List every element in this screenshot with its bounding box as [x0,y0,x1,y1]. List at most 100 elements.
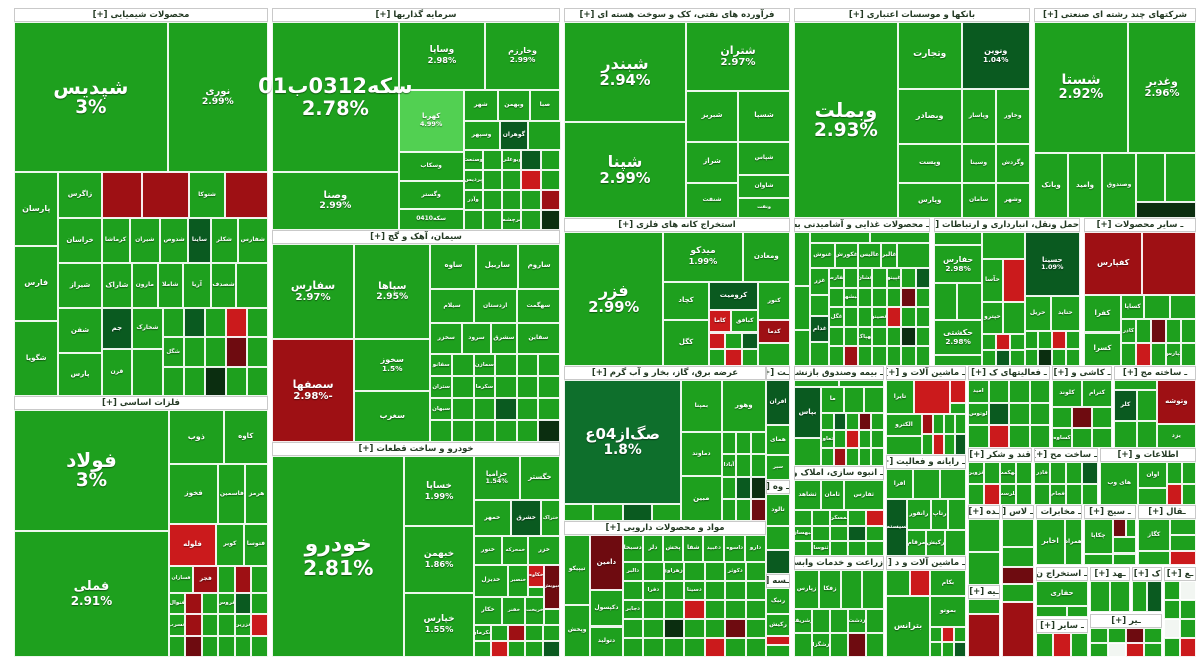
stock-tile[interactable] [521,189,541,210]
stock-tile[interactable]: وتجارت [897,22,962,89]
stock-tile[interactable]: کویر [215,523,244,566]
stock-tile[interactable] [944,413,955,435]
stock-tile[interactable]: خپویش [544,564,560,609]
sector-header[interactable]: ک [+] [1132,567,1162,581]
stock-tile[interactable]: داسوه [724,535,746,562]
stock-tile[interactable]: حپترو [982,301,1003,334]
stock-tile[interactable]: فزرین [234,614,252,636]
stock-tile[interactable] [1180,619,1196,638]
stock-tile[interactable] [1169,551,1196,565]
stock-tile[interactable] [502,169,522,190]
stock-tile[interactable] [542,640,560,657]
stock-tile[interactable]: وسینا [961,143,996,183]
stock-tile[interactable] [794,329,811,366]
stock-tile[interactable] [886,307,902,327]
stock-tile[interactable]: کاما [708,309,732,333]
stock-tile[interactable] [1002,519,1034,547]
stock-tile[interactable] [1180,600,1196,619]
stock-tile[interactable]: دزهراوی [663,561,685,581]
stock-tile[interactable]: پردیس [463,169,483,190]
stock-tile[interactable]: دسینا [684,580,705,600]
stock-tile[interactable] [794,232,811,286]
stock-tile[interactable] [751,432,766,455]
stock-tile[interactable]: وامید [1068,153,1103,218]
stock-tile[interactable] [1009,402,1030,426]
stock-tile[interactable]: شراز [686,141,738,183]
sector-header[interactable]: حمل ونقل، انبارداری و ارتباطات [+] [934,218,1080,232]
stock-tile[interactable]: وتوشه [1156,380,1196,425]
stock-tile[interactable]: خمحرکه [502,536,529,565]
stock-tile[interactable] [1108,642,1126,657]
stock-tile[interactable] [1167,462,1182,484]
stock-tile[interactable] [663,618,685,638]
stock-tile[interactable]: کگاز [1138,519,1170,552]
stock-tile[interactable]: خشرق [511,500,542,537]
stock-tile[interactable]: رتاپ [930,499,949,530]
stock-tile[interactable]: آریا [182,263,211,309]
stock-tile[interactable] [833,430,847,449]
stock-tile[interactable] [1150,319,1166,343]
stock-tile[interactable] [725,349,742,366]
stock-tile[interactable] [1135,342,1151,366]
stock-tile[interactable] [1090,628,1108,643]
stock-tile[interactable]: ستران [430,375,452,398]
stock-tile[interactable] [540,209,560,230]
stock-tile[interactable] [866,525,884,541]
stock-tile[interactable] [473,419,496,442]
stock-tile[interactable]: سرود [462,323,491,354]
stock-tile[interactable] [1034,483,1050,505]
stock-tile[interactable] [843,307,859,327]
stock-tile[interactable] [1029,402,1050,426]
stock-tile[interactable] [643,599,664,619]
stock-tile[interactable] [516,419,539,442]
stock-tile[interactable]: کساوه [1052,427,1072,448]
stock-tile[interactable] [766,644,790,657]
stock-tile[interactable] [246,366,268,396]
stock-tile[interactable]: دکپسول [590,589,623,627]
stock-tile[interactable]: شیراز [58,263,102,309]
stock-tile[interactable]: غگل [829,307,844,327]
stock-tile[interactable] [872,268,887,288]
stock-tile[interactable] [915,268,930,288]
stock-tile[interactable] [915,307,930,327]
stock-tile[interactable] [996,349,1011,366]
stock-tile[interactable] [858,307,873,327]
stock-tile[interactable] [1066,348,1080,366]
stock-tile[interactable]: غزر [810,268,830,295]
stock-tile[interactable]: خکاوه [528,564,545,587]
stock-tile[interactable]: شبریز [686,90,738,142]
stock-tile[interactable] [982,333,997,350]
stock-tile[interactable] [704,618,726,638]
sector-header[interactable]: زراعت و خدمات وابسته [+] [794,556,884,570]
stock-tile[interactable] [1136,202,1196,218]
stock-tile[interactable] [1125,519,1136,538]
stock-tile[interactable] [521,169,541,190]
stock-tile[interactable]: خساپا 1.99% [404,456,474,527]
stock-tile[interactable]: دفرا [643,580,664,600]
stock-tile[interactable]: ونوین 1.04% [961,22,1030,89]
stock-tile[interactable] [540,149,560,170]
stock-tile[interactable] [833,412,847,431]
sector-header[interactable]: ـت [+] [766,366,790,380]
stock-tile[interactable] [901,287,916,308]
sector-header[interactable]: خودرو و ساخت قطعات [+] [272,442,560,456]
stock-tile[interactable] [955,434,966,455]
stock-tile[interactable] [1165,319,1181,343]
stock-tile[interactable]: شکلر [210,218,238,264]
stock-tile[interactable]: یزد [1156,424,1196,448]
stock-tile[interactable] [643,618,664,638]
stock-tile[interactable] [794,380,839,387]
stock-tile[interactable] [741,332,759,350]
stock-tile[interactable] [954,626,966,642]
stock-tile[interactable]: میدکو 1.99% [663,232,743,282]
stock-tile[interactable] [1024,348,1039,366]
stock-tile[interactable] [622,504,652,521]
stock-tile[interactable]: دالبر [622,561,644,581]
stock-tile[interactable] [751,454,766,477]
stock-tile[interactable] [183,337,205,367]
stock-tile[interactable]: فخوز [168,464,219,524]
sector-header[interactable]: ـ سیج [+] [1084,505,1136,519]
sector-header[interactable]: فلزات اساسی [+] [14,396,268,410]
stock-tile[interactable] [942,641,954,657]
stock-tile[interactable] [1132,581,1147,612]
